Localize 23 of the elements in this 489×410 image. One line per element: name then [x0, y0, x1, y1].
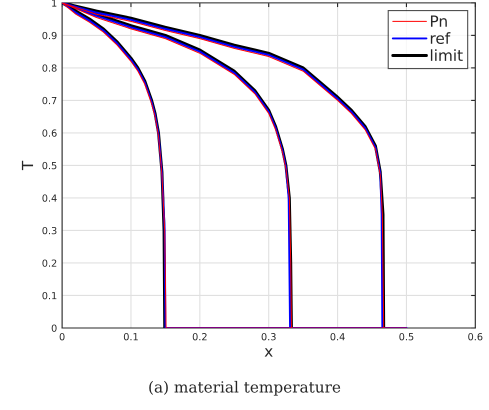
x-tick-label: 0.5 [399, 333, 414, 340]
y-tick-label: 0.1 [42, 292, 56, 300]
y-tick-label: 0.6 [42, 129, 57, 137]
x-axis-title: x [264, 348, 273, 357]
y-axis-title: T [22, 160, 34, 170]
y-tick-label: 0.4 [42, 194, 57, 202]
x-tick-label: 0.6 [468, 333, 482, 340]
x-tick-label: 0.4 [330, 333, 345, 340]
y-tick-label: 0.3 [42, 226, 56, 234]
y-tick-label: 0 [52, 324, 57, 332]
legend-label: Pn [430, 16, 447, 27]
x-tick-label: 0 [60, 333, 65, 340]
y-tick-label: 0.5 [42, 162, 56, 170]
x-tick-label: 0.1 [124, 333, 138, 340]
y-tick-label: 0.9 [42, 32, 57, 40]
y-tick-label: 0.7 [42, 96, 56, 104]
text: (a) material temperature [149, 380, 340, 396]
legend-label: limit [430, 49, 463, 61]
x-tick-label: 0.2 [192, 333, 207, 340]
y-tick-label: 0.2 [42, 259, 56, 267]
legend-label: ref [430, 32, 450, 44]
y-tick-label: 0.8 [42, 64, 57, 72]
x-tick-label: 0.3 [262, 333, 276, 340]
